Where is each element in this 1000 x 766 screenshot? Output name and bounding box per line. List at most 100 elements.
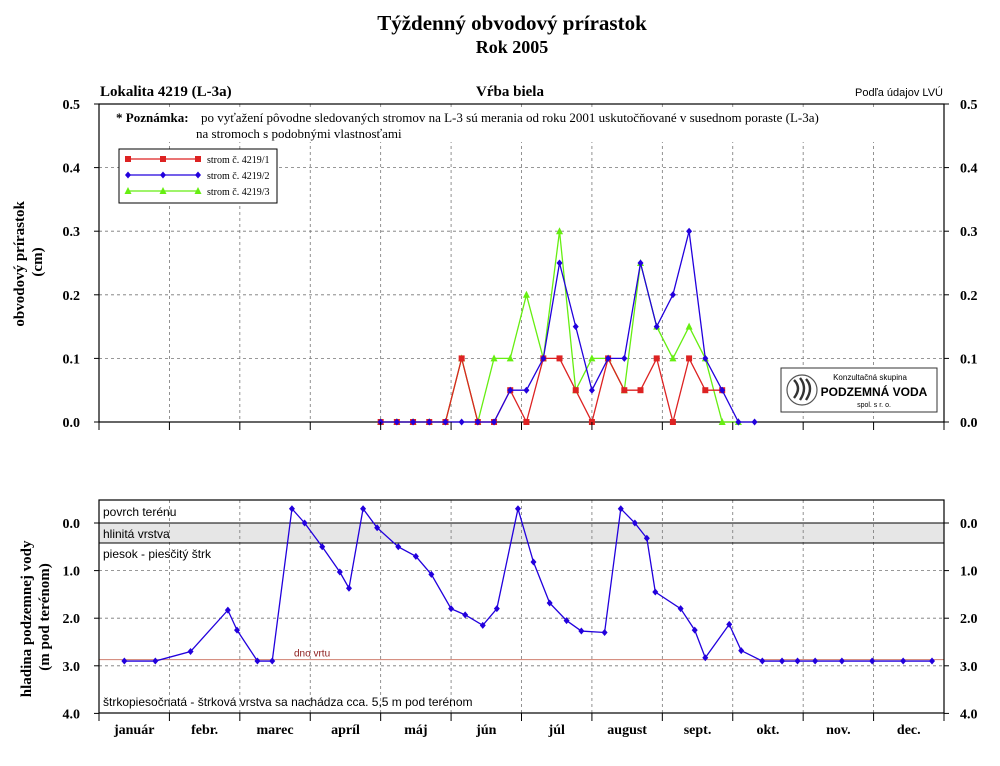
data-point-triangle	[506, 354, 514, 362]
data-point-diamond	[702, 654, 709, 662]
bottom-grid	[99, 500, 944, 713]
data-point-diamond	[563, 617, 570, 625]
data-point-diamond	[578, 627, 585, 635]
data-point-diamond	[738, 647, 745, 655]
water-level-line	[124, 507, 933, 662]
month-label: dec.	[897, 723, 921, 738]
data-point-triangle	[556, 227, 564, 235]
chart-subtitle: Rok 2005	[476, 37, 549, 57]
bottom-y-tick-label: 3.0	[63, 660, 81, 675]
data-point-square	[160, 156, 166, 162]
month-label: apríl	[331, 723, 360, 738]
header-species: Vŕba biela	[476, 84, 544, 100]
data-point-diamond	[187, 648, 194, 656]
data-point-diamond	[588, 386, 595, 394]
data-point-triangle	[669, 354, 677, 362]
bottom-y-tick-label: 1.0	[63, 565, 81, 580]
data-point-square	[637, 387, 644, 394]
data-point-diamond	[448, 605, 455, 613]
data-point-diamond	[121, 657, 128, 665]
company-logo: Konzultačná skupina PODZEMNÁ VODA spol. …	[780, 367, 938, 413]
data-point-triangle	[159, 187, 167, 194]
data-point-diamond	[900, 657, 907, 665]
top-y-tick-label-right: 0.5	[960, 98, 978, 113]
data-point-square	[702, 387, 709, 394]
data-point-diamond	[637, 259, 644, 267]
top-grid	[99, 104, 944, 422]
bottom-y-tick-label-right: 3.0	[960, 660, 978, 675]
data-point-diamond	[426, 418, 433, 426]
data-point-triangle	[194, 187, 202, 194]
month-label: január	[113, 723, 154, 738]
data-point-square	[621, 387, 628, 394]
data-point-triangle	[490, 354, 498, 362]
data-point-diamond	[621, 354, 628, 362]
month-label: febr.	[191, 723, 218, 738]
data-point-diamond	[474, 418, 481, 426]
data-point-diamond	[336, 568, 343, 576]
bottom-y-tick-label-right: 0.0	[960, 517, 978, 532]
well-bottom-label: dno vrtu	[294, 649, 330, 660]
logo-emblem-icon	[786, 374, 818, 406]
data-point-diamond	[428, 570, 435, 578]
data-point-diamond	[838, 657, 845, 665]
top-y-tick-label: 0.3	[63, 225, 81, 240]
data-point-diamond	[410, 418, 417, 426]
data-point-diamond	[572, 323, 579, 331]
data-point-diamond	[160, 171, 166, 179]
data-point-diamond	[360, 505, 367, 513]
data-point-square	[572, 387, 579, 394]
top-y-label: obvodový prírastok (cm)	[12, 197, 46, 326]
month-label: sept.	[684, 723, 712, 738]
water-level-series	[121, 505, 936, 665]
data-point-diamond	[631, 519, 638, 527]
bottom-y-tick-label: 0.0	[63, 517, 81, 532]
data-point-triangle	[718, 418, 726, 425]
surface-label: povrch terénu	[103, 505, 176, 519]
top-y-label-line1: obvodový prírastok	[12, 201, 28, 327]
data-point-diamond	[393, 418, 400, 426]
data-point-triangle	[124, 187, 132, 194]
legend-label: strom č. 4219/2	[207, 171, 270, 182]
data-point-diamond	[643, 534, 650, 542]
data-point-diamond	[702, 354, 709, 362]
data-point-diamond	[540, 354, 547, 362]
top-y-tick-label-right: 0.3	[960, 225, 978, 240]
top-y-tick-label-right: 0.4	[960, 162, 978, 177]
data-point-diamond	[442, 418, 449, 426]
data-point-diamond	[751, 418, 758, 426]
data-point-diamond	[686, 227, 693, 235]
top-series-layer	[377, 227, 758, 426]
data-point-diamond	[719, 386, 726, 394]
month-label: jún	[475, 723, 496, 738]
data-point-diamond	[669, 291, 676, 299]
bottom-y-tick-label: 4.0	[63, 707, 81, 722]
data-point-square	[195, 156, 201, 162]
legend-label: strom č. 4219/3	[207, 187, 270, 198]
bottom-y-label-line2: (m pod terénom)	[37, 563, 53, 670]
data-point-square	[125, 156, 131, 162]
legend-label: strom č. 4219/1	[207, 155, 270, 166]
data-point-triangle	[522, 290, 530, 298]
note-line2: na stromoch s podobnými vlastnosťami	[196, 126, 402, 141]
data-point-diamond	[556, 259, 563, 267]
sand-label: piesok - piesčitý štrk	[103, 547, 212, 561]
header-source: Podľa údajov LVÚ	[855, 86, 943, 99]
note-background	[112, 108, 936, 142]
data-point-diamond	[735, 418, 742, 426]
month-label: júl	[548, 723, 565, 738]
bottom-y-tick-label-right: 1.0	[960, 565, 978, 580]
data-point-diamond	[929, 657, 936, 665]
month-label: marec	[257, 723, 294, 738]
data-point-square	[458, 355, 465, 362]
clay-label: hlinitá vrstva	[103, 527, 170, 541]
data-point-diamond	[691, 626, 698, 634]
data-point-diamond	[601, 628, 608, 636]
data-point-square	[669, 419, 676, 425]
bottom-y-tick-label-right: 2.0	[960, 612, 978, 627]
data-point-triangle	[588, 354, 596, 362]
top-y-tick-label: 0.1	[63, 352, 81, 367]
bottom-y-label: hladina podzemnej vody (m pod terénom)	[19, 537, 53, 697]
bottom-series-layer	[121, 505, 936, 665]
month-label: nov.	[826, 723, 851, 738]
